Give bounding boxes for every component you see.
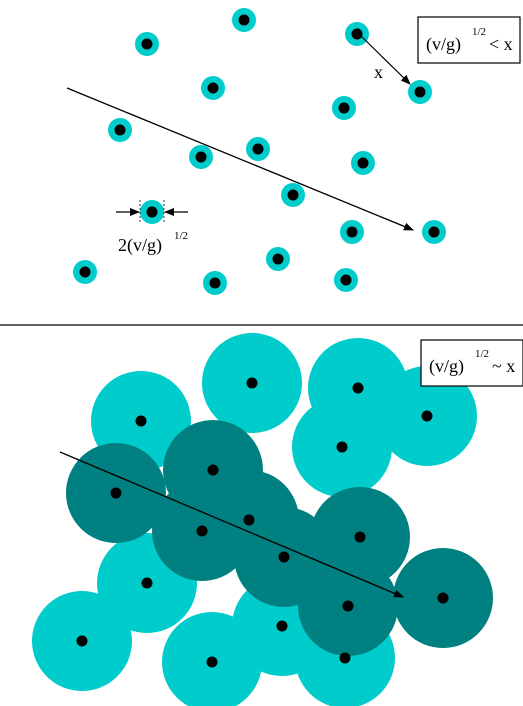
- bottom-condition-exponent: 1/2: [475, 348, 489, 360]
- bottom-condition-relation: ~ x: [492, 356, 515, 376]
- bottom-panel: (v/g) 1/2 ~ x: [32, 333, 523, 706]
- particle-center: [340, 274, 352, 286]
- bottom-condition-base: (v/g): [429, 356, 464, 377]
- top-condition-exponent: 1/2: [472, 26, 486, 38]
- particle-center: [146, 206, 158, 218]
- particle-center: [252, 143, 264, 155]
- disk-center: [243, 514, 255, 526]
- particle-center: [141, 38, 153, 50]
- top-panel: x 2(v/g) 1/2 (v/g) 1/2 < x: [66, 8, 521, 295]
- particle-center: [238, 14, 250, 26]
- disk-center: [196, 525, 208, 537]
- disk-center: [437, 592, 449, 604]
- top-condition-box: (v/g) 1/2 < x: [417, 16, 521, 64]
- disk-center: [206, 656, 218, 668]
- particle-center: [79, 266, 91, 278]
- disk-center: [141, 577, 153, 589]
- particle-center: [351, 28, 363, 40]
- radius-label-exponent: 1/2: [174, 230, 188, 242]
- bottom-particle-centers: [76, 377, 449, 668]
- particle-center: [414, 86, 426, 98]
- particle-center: [272, 253, 284, 265]
- particle-center: [207, 82, 219, 94]
- disk-center: [135, 415, 147, 427]
- distance-double-arrow: [352, 27, 411, 85]
- top-condition-base: (v/g): [426, 34, 461, 55]
- top-condition-relation: < x: [489, 34, 513, 54]
- disk-center: [110, 487, 122, 499]
- particle-center: [209, 277, 221, 289]
- radius-indicator: [116, 200, 188, 224]
- disk-center: [278, 551, 290, 563]
- particle-center: [287, 189, 299, 201]
- radius-label: 2(v/g): [118, 235, 162, 256]
- particle-center: [338, 102, 350, 114]
- top-trajectory-arrow: [66, 87, 414, 231]
- disk-center: [276, 620, 288, 632]
- disk-center: [76, 635, 88, 647]
- particle-center: [195, 151, 207, 163]
- particle-center: [428, 226, 440, 238]
- particle-center: [357, 157, 369, 169]
- distance-label: x: [374, 62, 383, 82]
- disk-center: [354, 531, 366, 543]
- particle-center: [346, 226, 358, 238]
- disk-center: [246, 377, 258, 389]
- disk-center: [336, 441, 348, 453]
- disk-center: [342, 600, 354, 612]
- disk-center: [421, 410, 433, 422]
- bottom-condition-box: (v/g) 1/2 ~ x: [420, 339, 523, 387]
- bottom-trajectory-arrow: [59, 451, 404, 598]
- disk-center: [339, 652, 351, 664]
- disk-center: [352, 382, 364, 394]
- particle-center: [114, 124, 126, 136]
- top-particles: [73, 8, 446, 295]
- disk-center: [207, 464, 219, 476]
